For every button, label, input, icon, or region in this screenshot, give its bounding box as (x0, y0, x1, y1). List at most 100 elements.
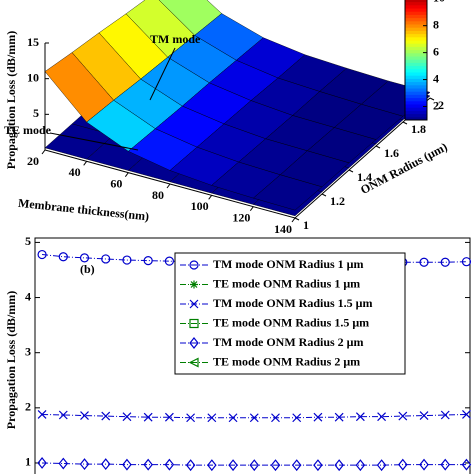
colorbar-slice (405, 56, 427, 60)
colorbar-slice (405, 104, 427, 108)
marker (79, 253, 90, 263)
colorbar-slice (405, 78, 427, 83)
legend-label: TM mode ONM Radius 2 μm (213, 335, 363, 349)
marker (355, 459, 366, 472)
legend-label: TE mode ONM Radius 2 μm (213, 354, 360, 368)
marker (143, 256, 153, 266)
colorbar-slice (405, 46, 427, 51)
y-tick-label: 1 (25, 455, 31, 469)
legend-label: TE mode ONM Radius 1.5 μm (213, 315, 369, 329)
z-axis-label: Propagation Loss (dB/mm) (4, 31, 18, 169)
marker (143, 412, 153, 422)
marker (122, 412, 132, 422)
marker (249, 413, 259, 423)
colorbar-slice (405, 97, 427, 102)
colorbar-slice (405, 27, 427, 31)
marker (143, 458, 153, 471)
colorbar-frame (404, 0, 428, 121)
marker (189, 337, 199, 349)
marker (355, 412, 365, 422)
legend-label: TM mode ONM Radius 1.5 μm (213, 296, 372, 310)
marker (80, 411, 89, 420)
x-tick (249, 206, 254, 211)
marker (189, 299, 199, 309)
annotation: TM mode (150, 32, 201, 46)
marker (419, 411, 429, 420)
y-tick (321, 193, 327, 197)
x-tick (291, 217, 296, 223)
y-tick-label: 4 (25, 289, 31, 303)
colorbar-slice (405, 75, 427, 79)
marker (292, 413, 302, 423)
annotation-arrow (49, 132, 139, 151)
colorbar-slice (405, 52, 427, 57)
marker (207, 459, 217, 472)
colorbar-slice (405, 88, 427, 92)
colorbar-slice (405, 4, 427, 9)
x-tick-label: 20 (27, 154, 39, 168)
colorbar-slice (405, 91, 427, 95)
annotation-arrow (149, 47, 176, 101)
marker (101, 411, 111, 421)
y-axis-label: Propagation Loss (dB/mm) (4, 291, 18, 429)
marker (185, 459, 196, 472)
colorbar-slice (405, 94, 427, 99)
legend-label: TE mode ONM Radius 1 μm (213, 276, 360, 290)
marker (101, 254, 111, 264)
y-tick-label: 2 (438, 98, 444, 112)
y-tick-label: 1.4 (357, 170, 372, 184)
marker (461, 257, 472, 267)
marker (164, 412, 174, 422)
marker (376, 459, 387, 472)
marker (398, 411, 408, 421)
x-tick (124, 172, 129, 177)
colorbar-slice (405, 24, 427, 28)
y-tick (294, 217, 300, 221)
plot-frame (34, 237, 471, 474)
colorbar-slice (405, 1, 427, 6)
colorbar-tick-label: 4 (433, 71, 439, 85)
colorbar-slice (405, 49, 427, 54)
colorbar-slice (405, 40, 427, 44)
colorbar-slice (405, 0, 427, 3)
marker (37, 249, 47, 260)
marker (249, 459, 260, 472)
marker (461, 458, 472, 471)
y-tick-label: 1.8 (411, 122, 426, 136)
surface-panel: 20 40 60 80 100 120 140 1 1.2 1.4 1.6 1.8 2 5 10 15 TM m… (4, 0, 445, 236)
marker (271, 413, 280, 423)
colorbar-slice (405, 33, 427, 38)
colorbar-slice (405, 30, 427, 35)
marker (58, 410, 68, 420)
marker (100, 458, 111, 471)
x-tick (41, 149, 46, 155)
colorbar-slice (405, 116, 427, 121)
colorbar-slice (405, 72, 427, 76)
colorbar-slice (405, 36, 427, 41)
z-tick-label: 15 (27, 35, 39, 49)
surface-cell (252, 174, 323, 211)
colorbar-tick-label: 2 (433, 98, 439, 112)
line-panel: 1 2 3 4 5 TM mode ONM Radius 1 μm TE mode ONM … (25, 234, 472, 474)
y-tick (375, 145, 381, 149)
legend-label: TM mode ONM Radius 1 μm (213, 257, 363, 271)
marker (188, 357, 199, 368)
colorbar-slice (405, 17, 427, 22)
marker (334, 459, 344, 472)
x-tick-label: 40 (69, 165, 81, 179)
y-tick (348, 169, 354, 173)
marker (270, 459, 281, 472)
marker (228, 459, 238, 472)
marker (122, 255, 132, 265)
panel-label: (b) (80, 262, 95, 276)
marker (164, 256, 174, 266)
colorbar-slice (405, 14, 427, 19)
marker (189, 318, 199, 329)
y-tick (402, 121, 408, 125)
colorbar-tick-label: 10 (433, 0, 445, 4)
marker (228, 413, 238, 423)
marker (79, 458, 90, 471)
colorbar-tick-label: 6 (433, 44, 439, 58)
x-tick-label: 140 (274, 222, 292, 236)
colorbar-slice (405, 11, 427, 15)
